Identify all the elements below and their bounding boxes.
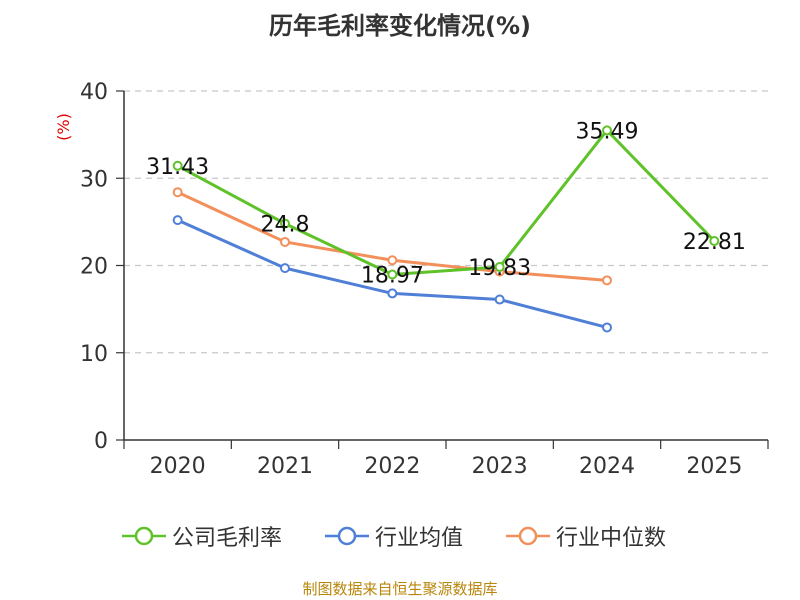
industry-mean-point [494, 294, 505, 305]
legend-company-label: 公司毛利率 [172, 526, 283, 551]
industry-median-point [280, 236, 290, 247]
data-source-note: 制图数据来自恒生聚源数据库 [302, 580, 498, 598]
company-gross-margin-point [709, 235, 720, 246]
industry-median-point [172, 187, 183, 198]
legend-item-company[interactable]: 公司毛利率 [122, 520, 282, 552]
y-tick-label: 30 [80, 167, 108, 192]
x-tick-label: 2024 [579, 454, 635, 479]
y-tick-label: 0 [94, 429, 108, 454]
company-data-label: 31.43 [146, 155, 209, 180]
x-tick-label: 2025 [686, 454, 742, 479]
company-gross-margin-point [494, 261, 505, 272]
y-tick-label: 10 [80, 342, 108, 367]
industry-mean-point [280, 263, 290, 274]
chart-title: 历年毛利率变化情况(%) [269, 12, 531, 40]
company-data-label: 22.81 [683, 230, 746, 255]
industry-mean-point [172, 215, 183, 226]
company-gross-margin-point [387, 269, 398, 280]
company-data-label: 18.97 [361, 263, 424, 288]
company-data-label: 24.8 [261, 213, 310, 238]
company-gross-margin-point [280, 218, 290, 229]
legend-industry-median-icon [506, 526, 550, 546]
company-data-label: 19.83 [468, 256, 531, 281]
company-data-label: 35.49 [576, 119, 639, 144]
legend-company-icon [122, 526, 166, 546]
legend-item-industry-mean[interactable]: 行业均值 [325, 520, 463, 552]
legend-industry-mean-label: 行业均值 [375, 526, 464, 551]
y-tick-label: 20 [80, 255, 108, 280]
x-tick-label: 2022 [364, 454, 420, 479]
legend-industry-median-label: 行业中位数 [556, 526, 667, 551]
industry-mean-point [387, 288, 398, 299]
x-tick-label: 2023 [472, 454, 528, 479]
legend-industry-mean-icon [325, 526, 369, 546]
industry-median-point [387, 255, 398, 266]
y-axis-unit-label: (%) [54, 113, 73, 141]
company-gross-margin-point [602, 125, 612, 136]
legend-item-industry-median[interactable]: 行业中位数 [506, 520, 666, 552]
company-gross-margin-point [172, 160, 183, 171]
company-gross-margin-line [176, 128, 716, 276]
x-tick-label: 2021 [257, 454, 313, 479]
industry-median-point [602, 275, 612, 286]
x-tick-label: 2020 [150, 454, 206, 479]
y-tick-label: 40 [80, 80, 108, 105]
industry-mean-point [602, 322, 612, 333]
